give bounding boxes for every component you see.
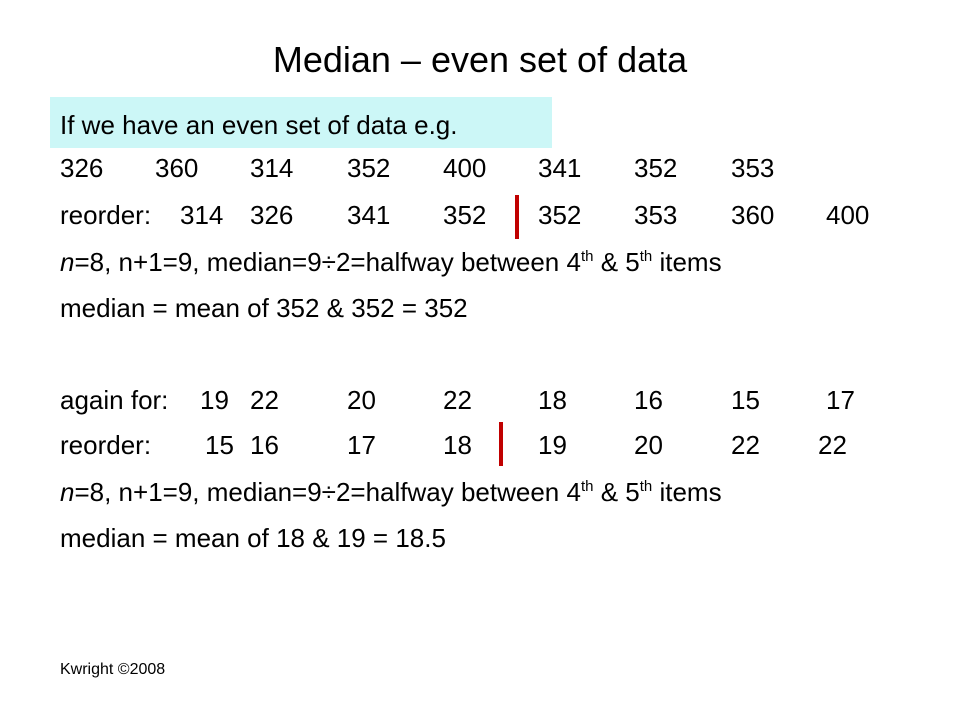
value: 341 <box>347 200 391 230</box>
value: 326 <box>250 200 294 230</box>
explanation: n=8, n+1=9, median=9÷2=halfway between 4… <box>60 477 722 507</box>
superscript: th <box>639 478 653 495</box>
value: 353 <box>731 153 775 183</box>
value: 18 <box>443 430 472 460</box>
split-marker <box>499 422 503 466</box>
text: & 5 <box>593 247 640 277</box>
value: 15 <box>731 385 760 415</box>
result: median = mean of 18 & 19 = 18.5 <box>60 523 446 553</box>
value: 22 <box>731 430 760 460</box>
value: 22 <box>250 385 279 415</box>
label: reorder: <box>60 430 152 460</box>
value: 352 <box>443 200 487 230</box>
value: 400 <box>826 200 870 230</box>
value: 19 <box>200 385 229 415</box>
value: 22 <box>818 430 847 460</box>
value: 360 <box>731 200 775 230</box>
value: 314 <box>180 200 224 230</box>
title: Median – even set of data <box>272 39 688 80</box>
text: items <box>652 247 722 277</box>
value: 18 <box>538 385 567 415</box>
value: 22 <box>443 385 472 415</box>
value: 314 <box>250 153 294 183</box>
result: median = mean of 352 & 352 = 352 <box>60 293 468 323</box>
value: 17 <box>347 430 376 460</box>
footer: Kwright ©2008 <box>60 661 166 678</box>
split-marker <box>515 195 519 239</box>
label: reorder: <box>60 200 152 230</box>
value: 353 <box>634 200 678 230</box>
value: 326 <box>60 153 104 183</box>
variable: n <box>60 477 75 507</box>
text: & 5 <box>593 477 640 507</box>
value: 352 <box>538 200 582 230</box>
value: 15 <box>205 430 234 460</box>
value: 352 <box>347 153 391 183</box>
label: again for: <box>60 385 169 415</box>
value: 19 <box>538 430 567 460</box>
text: =8, n+1=9, median=9÷2=halfway between 4 <box>74 247 581 277</box>
value: 16 <box>634 385 663 415</box>
text: items <box>652 477 722 507</box>
explanation: n=8, n+1=9, median=9÷2=halfway between 4… <box>60 247 722 277</box>
value: 20 <box>347 385 376 415</box>
value: 16 <box>250 430 279 460</box>
superscript: th <box>580 478 594 495</box>
value: 400 <box>443 153 487 183</box>
highlight <box>50 97 552 148</box>
value: 17 <box>826 385 855 415</box>
text: =8, n+1=9, median=9÷2=halfway between 4 <box>74 477 581 507</box>
intro: If we have an even set of data e.g. <box>60 110 458 140</box>
value: 341 <box>538 153 582 183</box>
value: 360 <box>155 153 199 183</box>
value: 20 <box>634 430 663 460</box>
superscript: th <box>580 248 594 265</box>
superscript: th <box>639 248 653 265</box>
variable: n <box>60 247 75 277</box>
value: 352 <box>634 153 678 183</box>
